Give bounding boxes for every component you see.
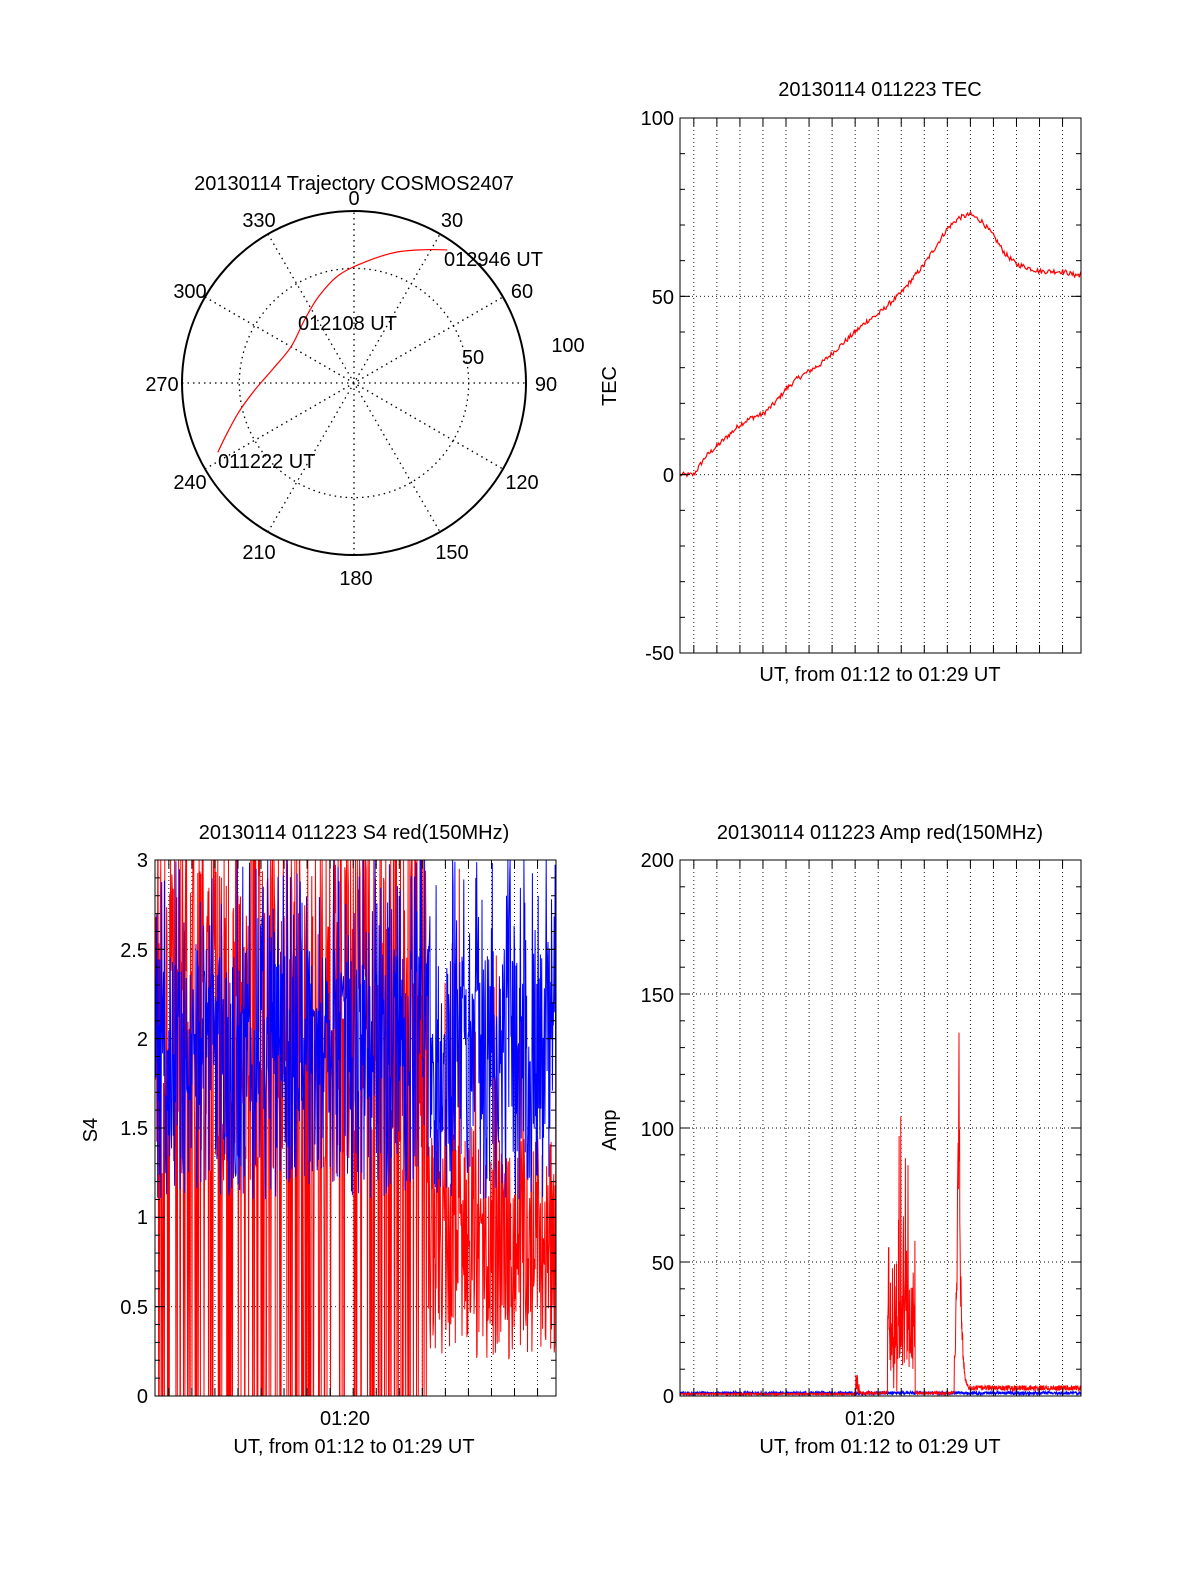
s4-ytick-2.5: 2.5 xyxy=(120,940,148,962)
polar-radial-label-50: 50 xyxy=(462,347,484,369)
amp-ylabel: Amp xyxy=(599,1109,621,1150)
tec-ticks xyxy=(680,117,1081,654)
s4-ylabel: S4 xyxy=(80,1118,102,1142)
polar-annotation-mid: 012108 UT xyxy=(298,313,397,335)
polar-outer-ring xyxy=(181,210,527,556)
amp-series-red xyxy=(679,1032,1082,1397)
s4-series-blue xyxy=(154,859,557,1200)
s4-ytick-0.5: 0.5 xyxy=(120,1297,148,1319)
amp-ytick-200: 200 xyxy=(641,850,674,872)
s4-ticks xyxy=(155,859,556,1397)
polar-radial-label-100: 100 xyxy=(551,335,584,357)
tec-chart: 20130114 011223 TEC 100 50 0 -50 TEC UT,… xyxy=(599,79,1082,686)
amp-xlabel: UT, from 01:12 to 01:29 UT xyxy=(759,1436,1000,1458)
s4-ytick-1: 1 xyxy=(137,1207,148,1229)
amp-chart: 20130114 011223 Amp red(150MHz) 200 150 … xyxy=(599,822,1082,1458)
polar-spoke-150 xyxy=(267,233,441,533)
az-label-300: 300 xyxy=(173,281,206,303)
polar-chart: 20130114 Trajectory COSMOS2407 0 30 60 9… xyxy=(145,173,584,590)
amp-grid xyxy=(680,859,1081,1397)
tec-ylabel: TEC xyxy=(599,366,621,406)
amp-title: 20130114 011223 Amp red(150MHz) xyxy=(717,822,1043,844)
s4-xtick-0120: 01:20 xyxy=(320,1408,370,1430)
s4-xlabel: UT, from 01:12 to 01:29 UT xyxy=(233,1436,474,1458)
s4-ytick-2: 2 xyxy=(137,1029,148,1051)
s4-ytick-0: 0 xyxy=(137,1386,148,1408)
amp-ticks xyxy=(680,859,1081,1397)
az-label-30: 30 xyxy=(441,210,463,232)
tec-grid xyxy=(680,117,1081,654)
az-label-90: 90 xyxy=(535,374,557,396)
az-label-150: 150 xyxy=(435,542,468,564)
az-label-330: 330 xyxy=(242,210,275,232)
s4-ytick-1.5: 1.5 xyxy=(120,1118,148,1140)
amp-series xyxy=(679,1032,1082,1397)
polar-grid xyxy=(182,211,526,555)
tec-ytick-100: 100 xyxy=(641,108,674,130)
tec-xlabel: UT, from 01:12 to 01:29 UT xyxy=(759,664,1000,686)
s4-ytick-3: 3 xyxy=(137,850,148,872)
polar-trajectory xyxy=(217,248,448,453)
polar-title: 20130114 Trajectory COSMOS2407 xyxy=(194,173,514,195)
tec-title: 20130114 011223 TEC xyxy=(778,79,982,101)
amp-xtick-0120: 01:20 xyxy=(845,1408,895,1430)
s4-chart: 20130114 011223 S4 red(150MHz) 3 2.5 2 1… xyxy=(80,822,557,1458)
s4-title: 20130114 011223 S4 red(150MHz) xyxy=(199,822,510,844)
az-label-120: 120 xyxy=(505,472,538,494)
tec-ytick-0: 0 xyxy=(663,465,674,487)
tec-ytick-minus50: -50 xyxy=(645,643,674,665)
tec-axes-frame xyxy=(679,117,1082,654)
az-label-270: 270 xyxy=(145,374,178,396)
az-label-60: 60 xyxy=(511,281,533,303)
az-label-240: 240 xyxy=(173,472,206,494)
tec-ytick-50: 50 xyxy=(652,287,674,309)
polar-annotation-start: 011222 UT xyxy=(218,451,315,473)
tec-series-red xyxy=(679,210,1082,478)
amp-ytick-100: 100 xyxy=(641,1119,674,1141)
amp-ytick-50: 50 xyxy=(652,1253,674,1275)
amp-ytick-150: 150 xyxy=(641,985,674,1007)
polar-annotation-end: 012946 UT xyxy=(444,249,543,271)
az-label-0: 0 xyxy=(348,188,359,210)
polar-azimuth-labels: 0 30 60 90 120 150 180 210 240 270 300 3… xyxy=(145,188,557,590)
az-label-180: 180 xyxy=(339,568,372,590)
amp-ytick-0: 0 xyxy=(663,1386,674,1408)
az-label-210: 210 xyxy=(242,542,275,564)
s4-series xyxy=(154,859,557,1397)
